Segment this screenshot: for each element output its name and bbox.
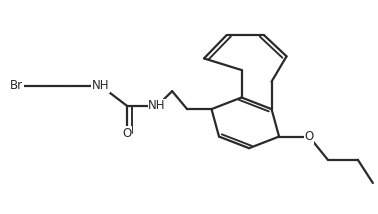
Text: O: O [122,127,132,140]
Text: O: O [304,130,314,143]
Text: NH: NH [148,100,166,112]
Text: NH: NH [92,79,110,92]
Text: Br: Br [10,79,23,92]
